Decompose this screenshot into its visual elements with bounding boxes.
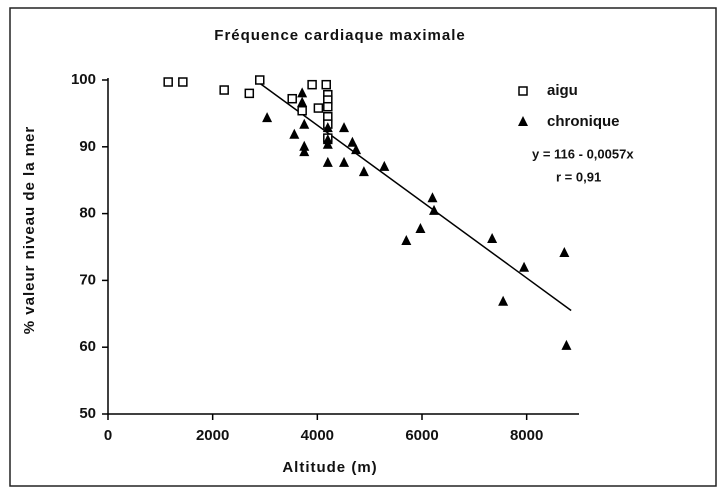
legend-label: aigu (547, 82, 578, 99)
point (299, 140, 310, 151)
point (322, 138, 333, 149)
point (322, 122, 333, 133)
y-tick-label: 90 (79, 138, 96, 155)
legend-marker (518, 86, 528, 96)
point (339, 156, 350, 167)
legend-marker (518, 116, 528, 126)
point (561, 339, 572, 350)
y-tick-label: 70 (79, 271, 96, 288)
point (401, 234, 412, 245)
point (307, 79, 317, 90)
y-tick-label: 100 (71, 71, 96, 88)
x-tick-label: 0 (104, 427, 112, 444)
point (163, 77, 173, 87)
regression-line (256, 80, 572, 312)
point (498, 295, 509, 306)
point (297, 105, 307, 116)
annotation: r = 0,91 (556, 169, 601, 184)
point (287, 93, 297, 104)
x-tick-label: 2000 (196, 427, 229, 444)
frame (9, 7, 717, 487)
annotation: y = 116 - 0,0057x (532, 146, 634, 161)
point (339, 122, 350, 133)
x-tick-label: 6000 (405, 427, 438, 444)
point (255, 75, 265, 85)
point (299, 146, 310, 157)
y-tick-label: 60 (79, 338, 96, 355)
y-axis-label: % valeur niveau de la mer (21, 126, 38, 334)
point (358, 166, 369, 177)
point (415, 222, 426, 233)
y-tick-label: 50 (79, 405, 96, 422)
point (297, 96, 308, 107)
point (322, 156, 333, 167)
point (289, 128, 300, 139)
point (321, 79, 331, 90)
point (559, 247, 570, 258)
point (323, 101, 333, 112)
point (429, 204, 440, 215)
point (487, 232, 498, 243)
point (299, 118, 310, 129)
point (178, 77, 188, 87)
point (427, 192, 438, 203)
point (313, 103, 324, 113)
x-axis-label: Altitude (m) (282, 459, 377, 476)
point (244, 88, 255, 99)
x-tick-label: 8000 (510, 427, 543, 444)
point (351, 144, 362, 155)
point (519, 261, 530, 272)
x-tick-label: 4000 (301, 427, 334, 444)
y-tick-label: 80 (79, 205, 96, 222)
point (219, 85, 229, 95)
chart-title: Fréquence cardiaque maximale (214, 27, 465, 44)
point (297, 87, 308, 98)
point (379, 160, 390, 171)
legend-label: chronique (547, 113, 620, 130)
point (347, 136, 358, 147)
point (262, 112, 273, 123)
